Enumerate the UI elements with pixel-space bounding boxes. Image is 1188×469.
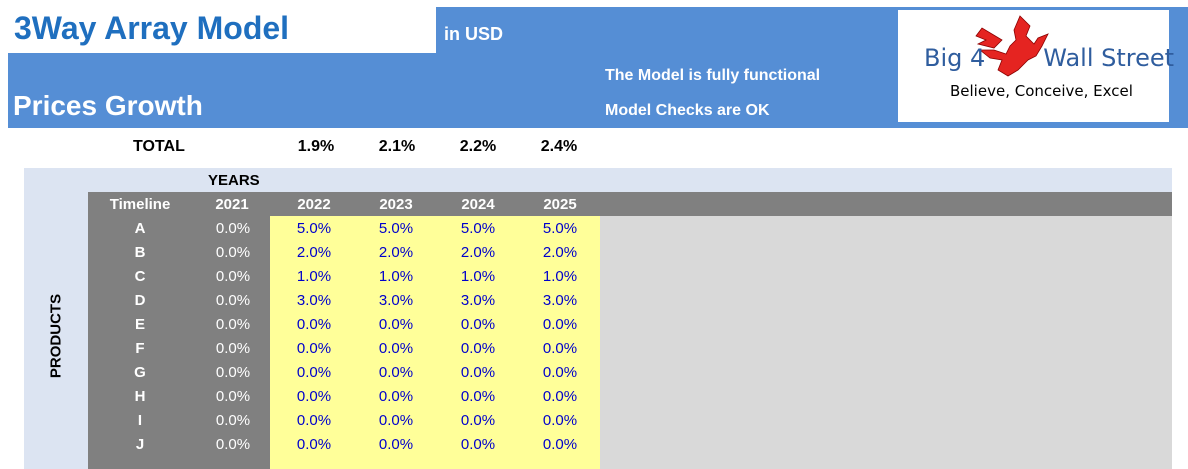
input-cell[interactable]: 5.0% bbox=[378, 220, 414, 237]
timeline-label: Timeline bbox=[109, 196, 171, 213]
model-checks-text: Model Checks are OK bbox=[605, 102, 770, 119]
years-label: YEARS bbox=[208, 172, 260, 189]
input-cell[interactable]: 0.0% bbox=[378, 412, 414, 429]
page-title: 3Way Array Model bbox=[14, 10, 290, 46]
logo-name-left: Big 4 bbox=[924, 44, 986, 72]
input-cell[interactable]: 0.0% bbox=[378, 340, 414, 357]
input-cell[interactable]: 2.0% bbox=[378, 244, 414, 261]
year-header[interactable]: 2024 bbox=[461, 196, 495, 213]
input-cell[interactable]: 5.0% bbox=[460, 220, 496, 237]
input-cell[interactable]: 0.0% bbox=[296, 316, 332, 333]
value-cell[interactable]: 0.0% bbox=[215, 364, 251, 381]
input-cells-area bbox=[270, 216, 600, 469]
year-header[interactable]: 2023 bbox=[379, 196, 413, 213]
input-cell[interactable]: 0.0% bbox=[542, 340, 578, 357]
logo: Big 4 Wall Street Believe, Conceive, Exce… bbox=[898, 10, 1174, 122]
input-cell[interactable]: 0.0% bbox=[378, 316, 414, 333]
input-cell[interactable]: 0.0% bbox=[542, 412, 578, 429]
input-cell[interactable]: 0.0% bbox=[460, 340, 496, 357]
empty-cells-area bbox=[600, 216, 1172, 469]
value-cell[interactable]: 0.0% bbox=[215, 436, 251, 453]
product-label: D bbox=[134, 292, 146, 309]
value-cell[interactable]: 0.0% bbox=[215, 244, 251, 261]
input-cell[interactable]: 0.0% bbox=[378, 436, 414, 453]
input-cell[interactable]: 3.0% bbox=[378, 292, 414, 309]
table-row: G 0.0% 0.0% 0.0% 0.0% 0.0% bbox=[0, 360, 1188, 384]
input-cell[interactable]: 0.0% bbox=[460, 364, 496, 381]
logo-wordmark: Big 4 Wall Street bbox=[924, 44, 1174, 72]
product-label: A bbox=[134, 220, 146, 237]
value-cell[interactable]: 0.0% bbox=[215, 316, 251, 333]
input-cell[interactable]: 0.0% bbox=[460, 436, 496, 453]
table-row: D 0.0% 3.0% 3.0% 3.0% 3.0% bbox=[0, 288, 1188, 312]
product-label: G bbox=[134, 364, 146, 381]
product-label: F bbox=[135, 340, 145, 357]
table-row: J 0.0% 0.0% 0.0% 0.0% 0.0% bbox=[0, 432, 1188, 456]
year-header[interactable]: 2025 bbox=[543, 196, 577, 213]
input-cell[interactable]: 0.0% bbox=[296, 340, 332, 357]
eagle-icon bbox=[975, 15, 1049, 77]
value-cell[interactable]: 0.0% bbox=[215, 220, 251, 237]
logo-name-right: Wall Street bbox=[1043, 44, 1175, 72]
currency-label: in USD bbox=[444, 24, 504, 44]
timeline-header-band bbox=[88, 192, 1172, 216]
product-label-column bbox=[88, 216, 270, 469]
input-cell[interactable]: 3.0% bbox=[460, 292, 496, 309]
table-row: E 0.0% 0.0% 0.0% 0.0% 0.0% bbox=[0, 312, 1188, 336]
input-cell[interactable]: 0.0% bbox=[378, 364, 414, 381]
input-cell[interactable]: 5.0% bbox=[296, 220, 332, 237]
input-cell[interactable]: 0.0% bbox=[296, 412, 332, 429]
total-value[interactable]: 2.4% bbox=[540, 138, 578, 155]
total-value[interactable]: 2.1% bbox=[378, 138, 416, 155]
input-cell[interactable]: 0.0% bbox=[296, 436, 332, 453]
input-cell[interactable]: 5.0% bbox=[542, 220, 578, 237]
input-cell[interactable]: 3.0% bbox=[296, 292, 332, 309]
total-value[interactable]: 2.2% bbox=[459, 138, 497, 155]
product-label: J bbox=[135, 436, 145, 453]
value-cell[interactable]: 0.0% bbox=[215, 340, 251, 357]
year-header[interactable]: 2021 bbox=[215, 196, 249, 213]
table-row: I 0.0% 0.0% 0.0% 0.0% 0.0% bbox=[0, 408, 1188, 432]
value-cell[interactable]: 0.0% bbox=[215, 292, 251, 309]
table-row: A 0.0% 5.0% 5.0% 5.0% 5.0% bbox=[0, 216, 1188, 240]
product-label: B bbox=[134, 244, 146, 261]
input-cell[interactable]: 0.0% bbox=[542, 436, 578, 453]
input-cell[interactable]: 0.0% bbox=[542, 364, 578, 381]
input-cell[interactable]: 0.0% bbox=[460, 316, 496, 333]
product-label: I bbox=[137, 412, 143, 429]
title-box bbox=[8, 7, 436, 53]
input-cell[interactable]: 0.0% bbox=[296, 364, 332, 381]
input-cell[interactable]: 3.0% bbox=[542, 292, 578, 309]
table-row: F 0.0% 0.0% 0.0% 0.0% 0.0% bbox=[0, 336, 1188, 360]
table-row: H 0.0% 0.0% 0.0% 0.0% 0.0% bbox=[0, 384, 1188, 408]
input-cell[interactable]: 0.0% bbox=[460, 388, 496, 405]
total-label: TOTAL bbox=[133, 138, 185, 155]
input-cell[interactable]: 0.0% bbox=[460, 412, 496, 429]
input-cell[interactable]: 2.0% bbox=[542, 244, 578, 261]
value-cell[interactable]: 0.0% bbox=[215, 412, 251, 429]
input-cell[interactable]: 0.0% bbox=[542, 388, 578, 405]
table-row: B 0.0% 2.0% 2.0% 2.0% 2.0% bbox=[0, 240, 1188, 264]
product-label: E bbox=[134, 316, 145, 333]
model-status-text: The Model is fully functional bbox=[605, 67, 821, 84]
section-title: Prices Growth bbox=[13, 90, 203, 121]
year-header[interactable]: 2022 bbox=[297, 196, 331, 213]
input-cell[interactable]: 1.0% bbox=[378, 268, 414, 285]
input-cell[interactable]: 1.0% bbox=[542, 268, 578, 285]
input-cell[interactable]: 1.0% bbox=[296, 268, 332, 285]
input-cell[interactable]: 0.0% bbox=[296, 388, 332, 405]
input-cell[interactable]: 0.0% bbox=[378, 388, 414, 405]
value-cell[interactable]: 0.0% bbox=[215, 268, 251, 285]
value-cell[interactable]: 0.0% bbox=[215, 388, 251, 405]
input-cell[interactable]: 1.0% bbox=[460, 268, 496, 285]
product-label: C bbox=[134, 268, 146, 285]
input-cell[interactable]: 2.0% bbox=[296, 244, 332, 261]
input-cell[interactable]: 2.0% bbox=[460, 244, 496, 261]
total-value[interactable]: 1.9% bbox=[297, 138, 335, 155]
input-cell[interactable]: 0.0% bbox=[542, 316, 578, 333]
table-row: C 0.0% 1.0% 1.0% 1.0% 1.0% bbox=[0, 264, 1188, 288]
logo-tagline: Believe, Conceive, Excel bbox=[950, 82, 1133, 100]
product-label: H bbox=[134, 388, 146, 405]
